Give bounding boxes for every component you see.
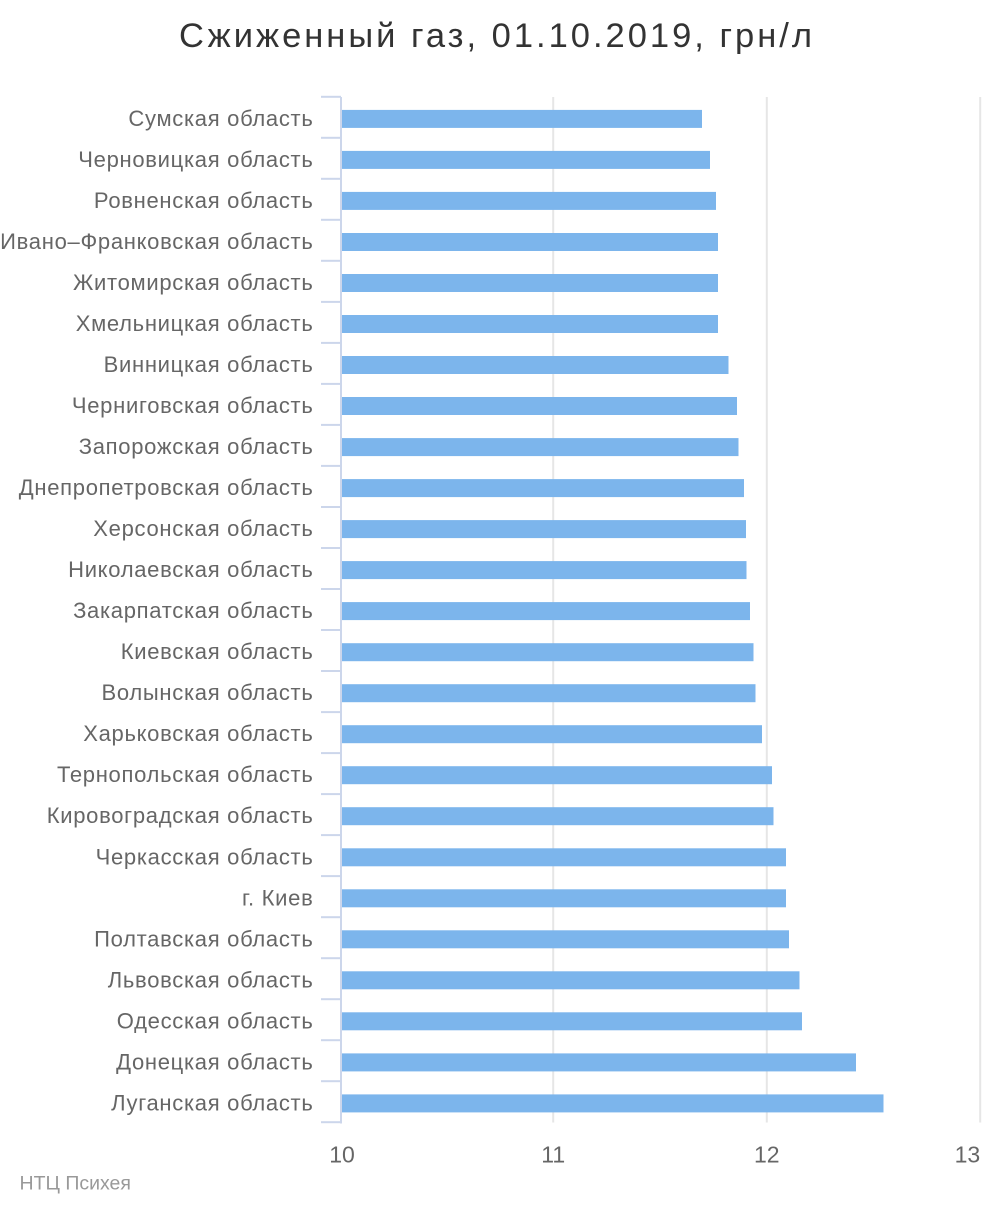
svg-text:Днепропетровская область: Днепропетровская область: [19, 475, 314, 500]
svg-text:Херсонская область: Херсонская область: [93, 516, 313, 541]
svg-text:Закарпатская область: Закарпатская область: [73, 598, 313, 623]
svg-text:Винницкая область: Винницкая область: [104, 352, 314, 377]
svg-text:Кировоградская область: Кировоградская область: [47, 803, 314, 828]
svg-text:Киевская область: Киевская область: [121, 639, 314, 664]
svg-text:Полтавская область: Полтавская область: [94, 926, 313, 951]
svg-text:10: 10: [329, 1142, 355, 1168]
svg-text:Черкасская область: Черкасская область: [96, 844, 314, 869]
svg-text:Ровненская область: Ровненская область: [94, 188, 314, 213]
svg-text:13: 13: [955, 1142, 981, 1168]
svg-text:Житомирская область: Житомирская область: [73, 270, 313, 295]
svg-text:Луганская область: Луганская область: [111, 1090, 313, 1115]
svg-text:Тернопольская область: Тернопольская область: [57, 762, 314, 787]
svg-text:12: 12: [754, 1142, 780, 1168]
svg-text:Харьковская область: Харьковская область: [83, 721, 313, 746]
svg-text:Николаевская область: Николаевская область: [68, 557, 313, 582]
svg-text:Хмельницкая область: Хмельницкая область: [76, 311, 314, 336]
svg-text:Сжиженный газ, 01.10.2019, грн: Сжиженный газ, 01.10.2019, грн/л: [179, 17, 815, 55]
svg-text:г. Киев: г. Киев: [242, 885, 314, 910]
svg-text:Донецкая область: Донецкая область: [116, 1049, 313, 1074]
svg-text:Сумская область: Сумская область: [128, 106, 313, 131]
svg-text:Одесская область: Одесская область: [117, 1008, 314, 1033]
svg-text:Львовская область: Львовская область: [108, 967, 314, 992]
svg-text:Черниговская область: Черниговская область: [72, 393, 314, 418]
svg-text:Волынская область: Волынская область: [102, 680, 314, 705]
svg-text:Запорожская область: Запорожская область: [79, 434, 314, 459]
svg-text:Черновицкая область: Черновицкая область: [78, 147, 313, 172]
svg-text:11: 11: [541, 1142, 565, 1168]
svg-text:НТЦ Психея: НТЦ Психея: [20, 1173, 131, 1195]
svg-text:Ивано–Франковская область: Ивано–Франковская область: [0, 229, 313, 254]
